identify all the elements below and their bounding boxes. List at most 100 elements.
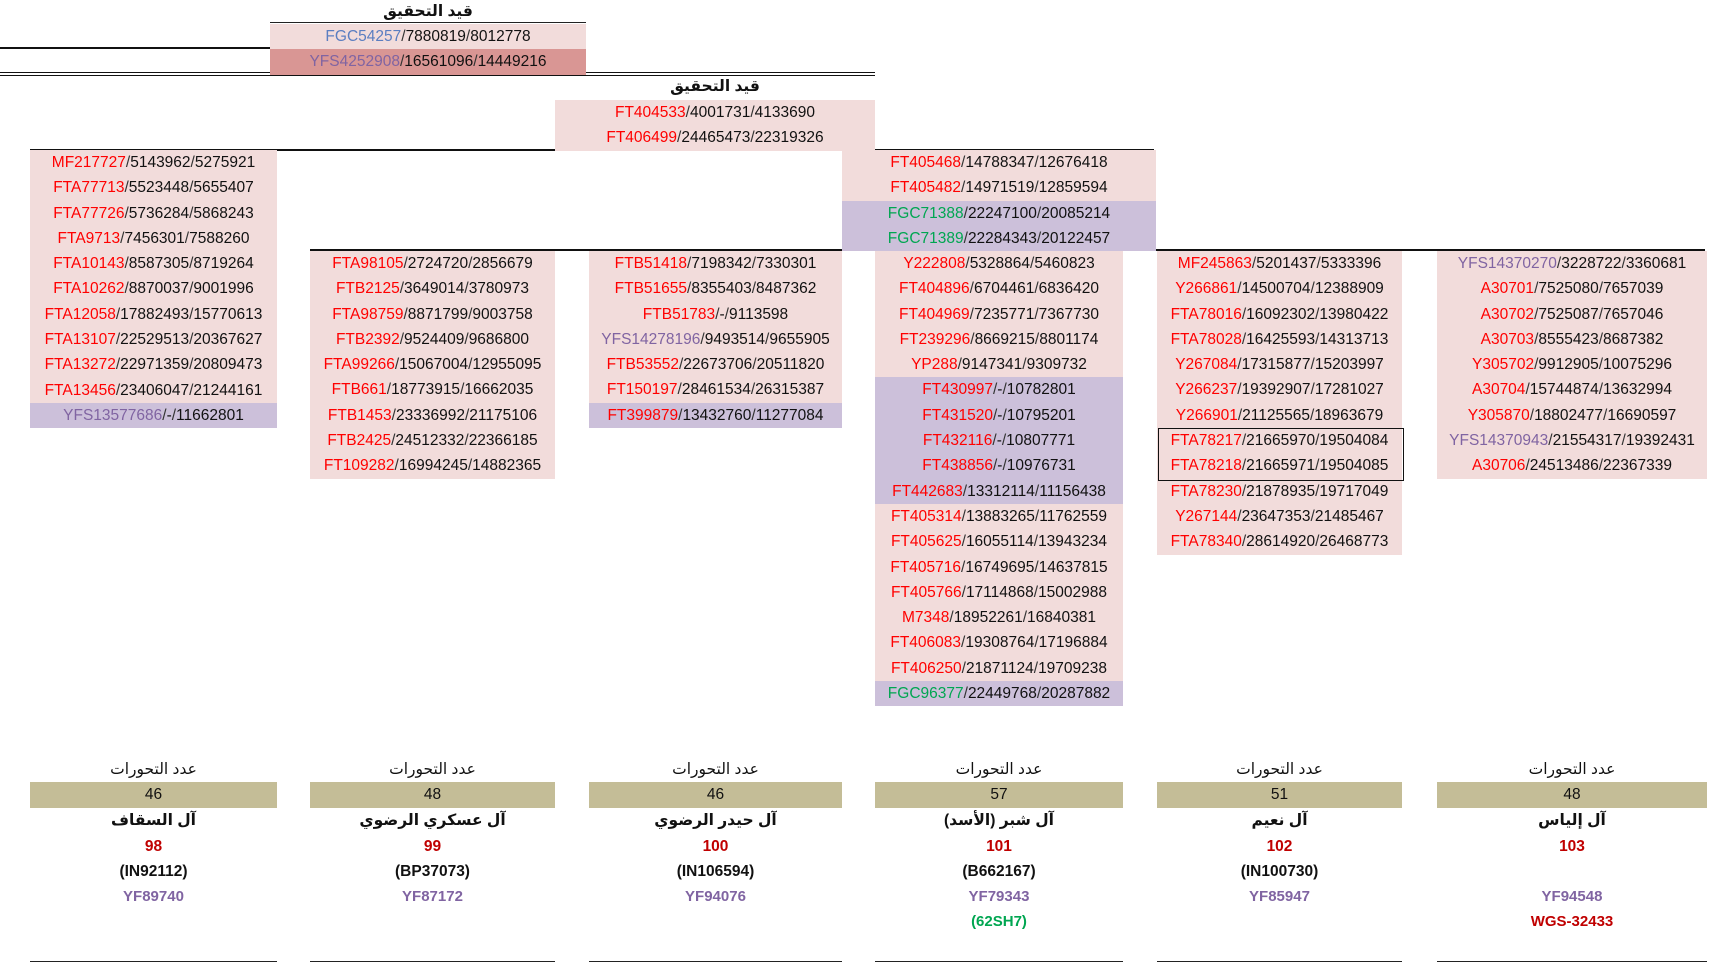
snp-name: FTA78016 <box>1170 305 1242 323</box>
position-hg38: 18952261 <box>953 609 1023 627</box>
family-number: 101 <box>986 838 1012 855</box>
column-naeem-snp-list: MF245863/5201437/5333396 Y266861/14500704… <box>1157 251 1402 555</box>
position-hg19: 14637815 <box>1038 558 1108 576</box>
snp-name: FTB2425 <box>327 432 392 450</box>
position-hg19: 11156438 <box>1039 482 1106 500</box>
position-hg38: - <box>996 432 1002 450</box>
position-hg38: 2724720 <box>407 255 469 272</box>
snp-row: FTA12058/17882493/15770613 <box>30 301 277 328</box>
separator: / <box>687 255 692 272</box>
mutation-count-value: 46 <box>30 782 277 808</box>
snp-row: FTA78218/21665971/19504085 <box>1157 453 1402 479</box>
separator: / <box>1022 356 1027 374</box>
snp-row: Y266901/21125565/18963679 <box>1157 402 1402 429</box>
snp-row: FT442683/13312114/11156438 <box>875 478 1123 504</box>
snp-name: FT405482 <box>890 179 962 197</box>
position-hg38: 7456301 <box>124 229 185 247</box>
separator: / <box>1310 381 1315 399</box>
snp-name: FTA13272 <box>44 356 116 374</box>
position-hg38: 8669215 <box>974 330 1035 348</box>
mutation-count-label: عدد التحورات <box>1528 761 1616 778</box>
snp-row: FTA77726/5736284/5868243 <box>30 200 277 226</box>
separator: / <box>677 381 682 399</box>
separator: / <box>765 330 770 348</box>
snp-row: FT406250/21871124/19709238 <box>875 655 1123 682</box>
snp-name: FTB661 <box>331 381 387 399</box>
separator: / <box>171 406 177 424</box>
separator: / <box>391 432 396 450</box>
footer-saqqaf: عدد التحورات 46 آل السقاف 98 (IN92112) YF8974… <box>30 758 277 909</box>
snp-name: YFS13577686 <box>63 406 163 424</box>
position-hg19: 7330301 <box>756 255 817 272</box>
position-hg19: 20809473 <box>193 356 263 374</box>
separator: / <box>685 104 690 121</box>
position-hg38: 5201437 <box>1256 255 1317 272</box>
separator: / <box>1033 583 1039 601</box>
footer-ilyas: عدد التحورات 48 آل إلياس 103 YF94548 WGS-3243… <box>1437 758 1707 934</box>
snp-name: FT406250 <box>890 659 962 677</box>
separator: / <box>1309 406 1315 424</box>
family-name: آل السقاف <box>111 812 196 829</box>
separator: / <box>992 406 998 424</box>
position-hg38: 16055114 <box>965 533 1034 551</box>
position-hg38: 5736284 <box>128 204 190 222</box>
separator: / <box>189 255 194 273</box>
snp-row: FT432116/-/10807771 <box>875 428 1123 454</box>
position-hg19: 21485467 <box>1314 507 1384 525</box>
position-hg19: 9686800 <box>468 330 530 348</box>
position-hg19: 5655407 <box>193 179 254 197</box>
position-hg19: 2856679 <box>472 255 533 272</box>
separator: / <box>1001 432 1007 450</box>
position-hg19: 11662801 <box>176 406 244 424</box>
highlight-box <box>1158 428 1404 481</box>
snp-row: YFS13577686/-/11662801 <box>30 402 277 429</box>
separator: / <box>1241 432 1247 450</box>
separator: / <box>700 330 705 348</box>
snp-name: FT438856 <box>922 457 993 475</box>
position-hg38: 9912905 <box>1538 356 1599 374</box>
position-hg38: 17315877 <box>1241 356 1311 374</box>
separator: / <box>1237 356 1242 374</box>
top-block-title: قيد التحقيق <box>383 3 473 20</box>
separator: / <box>961 179 966 197</box>
snp-row: FT109282/16994245/14882365 <box>310 453 555 479</box>
snp-row: FT405482/14971519/12859594 <box>842 175 1156 201</box>
snp-name: YFS14278196 <box>601 330 701 348</box>
position-hg19: 13943234 <box>1038 533 1108 551</box>
position-hg19: 17196884 <box>1038 634 1108 652</box>
snp-row: FTA98759/8871799/9003758 <box>310 301 555 327</box>
position-hg38: 16561096 <box>404 53 474 71</box>
position-hg19: 7657046 <box>1603 305 1664 323</box>
mutation-count-label: عدد التحورات <box>110 761 197 778</box>
separator: / <box>724 305 729 323</box>
snp-name: Y266237 <box>1175 381 1238 399</box>
separator: / <box>115 356 121 374</box>
snp-row: FTA78016/16092302/13980422 <box>1157 301 1402 327</box>
family-number: 100 <box>702 838 729 855</box>
separator: / <box>464 432 469 450</box>
position-hg19: 20122457 <box>1041 229 1111 247</box>
position-hg19: 8012778 <box>470 28 531 45</box>
snp-name: YFS14370270 <box>1457 255 1557 272</box>
position-hg38: 5328864 <box>969 255 1031 272</box>
snp-name: FTB51783 <box>642 305 716 323</box>
position-hg38: 13312114 <box>967 482 1035 500</box>
position-hg19: 15770613 <box>193 305 263 323</box>
separator: / <box>464 330 469 348</box>
position-hg38: 8555423 <box>1538 330 1599 348</box>
position-hg38: 16994245 <box>398 457 468 475</box>
separator: / <box>961 659 966 677</box>
snp-name: FT405716 <box>890 558 962 576</box>
mutation-count-value: 57 <box>875 782 1123 808</box>
snp-row: FT431520/-/10795201 <box>875 402 1123 429</box>
separator: / <box>125 154 131 171</box>
snp-row: FTA98105/2724720/2856679 <box>310 251 555 277</box>
separator: / <box>391 406 396 424</box>
position-hg19: 9003758 <box>472 305 533 323</box>
separator: / <box>1237 280 1242 298</box>
position-hg19: 5333396 <box>1320 255 1382 272</box>
position-hg38: 15067004 <box>399 356 469 374</box>
separator: / <box>1036 685 1042 703</box>
position-hg38: 7198342 <box>691 255 752 272</box>
position-hg19: 15203997 <box>1314 356 1384 374</box>
